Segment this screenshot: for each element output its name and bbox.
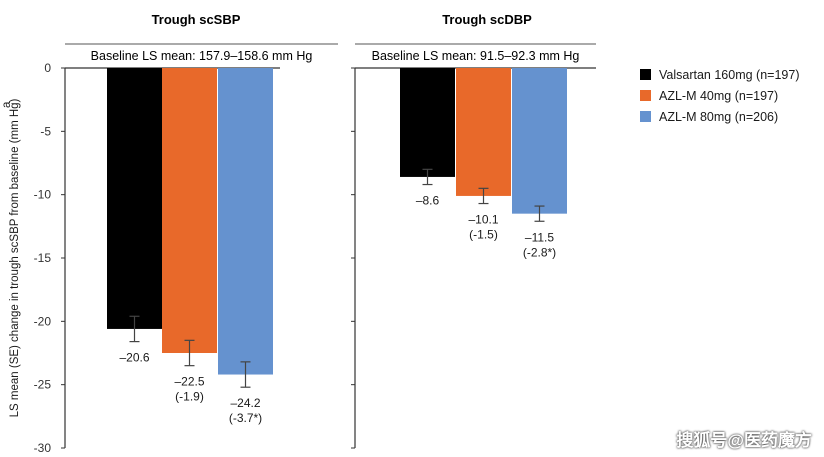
panel-1-baseline-text: Baseline LS mean: 157.9–158.6 mm Hg <box>91 49 313 63</box>
panel-1-diff-label-azlm-40: (-1.9) <box>175 390 204 404</box>
legend-swatch-azlm-40 <box>640 90 651 101</box>
panel-1-bar-azlm-40 <box>162 68 217 353</box>
panel-1-diff-label-azlm-80: (-3.7*) <box>229 411 262 425</box>
panel-2-diff-label-azlm-40: (-1.5) <box>469 228 498 242</box>
legend-swatch-valsartan <box>640 69 651 80</box>
legend-item-azlm-80: AZL-M 80mg (n=206) <box>640 106 799 127</box>
y-tick-label: -20 <box>34 314 52 328</box>
panel-2-baseline-text: Baseline LS mean: 91.5–92.3 mm Hg <box>372 49 580 63</box>
panel-1-value-label-azlm-40: –22.5 <box>174 375 204 389</box>
watermark: 搜狐号@医药魔方 <box>676 431 812 450</box>
y-tick-label: -5 <box>40 124 51 138</box>
legend-label-valsartan: Valsartan 160mg (n=197) <box>659 67 800 82</box>
y-tick-label: -30 <box>34 441 52 455</box>
panel-2-value-label-azlm-40: –10.1 <box>468 213 498 227</box>
panel-2-bar-azlm-40 <box>456 68 511 196</box>
legend-label-azlm-40: AZL-M 40mg (n=197) <box>659 88 779 103</box>
panel-1-value-label-valsartan: –20.6 <box>119 351 149 365</box>
panel-2-bar-azlm-80 <box>512 68 567 214</box>
panel-1-value-label-azlm-80: –24.2 <box>230 396 260 410</box>
panel-2-diff-label-azlm-80: (-2.8*) <box>523 245 556 259</box>
panel-1-bar-azlm-80 <box>218 68 273 375</box>
y-tick-label: 0 <box>44 61 51 75</box>
legend-item-valsartan: Valsartan 160mg (n=197) <box>640 64 799 85</box>
panel-1-title: Trough scSBP <box>152 12 241 27</box>
panel-1-bar-valsartan <box>107 68 162 329</box>
legend-swatch-azlm-80 <box>640 111 651 122</box>
y-axis-label-superscript: a <box>1 101 13 108</box>
y-tick-label: -15 <box>34 251 52 265</box>
y-tick-label: -25 <box>34 378 52 392</box>
panel-2-bar-valsartan <box>400 68 455 177</box>
y-axis-label: LS mean (SE) change in trough scSBP from… <box>9 98 21 417</box>
panel-2-title: Trough scDBP <box>442 12 532 27</box>
y-tick-label: -10 <box>34 188 52 202</box>
panel-2-value-label-valsartan: –8.6 <box>416 194 440 208</box>
legend: Valsartan 160mg (n=197) AZL-M 40mg (n=19… <box>640 64 799 127</box>
legend-item-azlm-40: AZL-M 40mg (n=197) <box>640 85 799 106</box>
panel-2-value-label-azlm-80: –11.5 <box>525 230 554 244</box>
legend-label-azlm-80: AZL-M 80mg (n=206) <box>659 109 779 124</box>
